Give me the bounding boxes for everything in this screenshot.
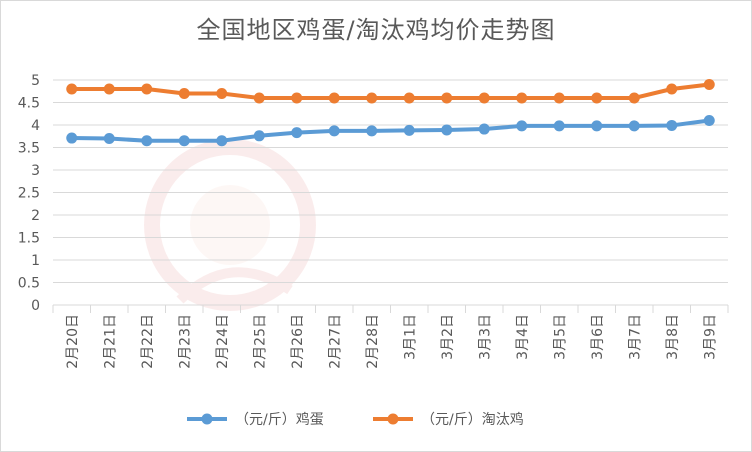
data-point-series-1 — [403, 92, 415, 104]
x-tick-label: 2月27日 — [327, 314, 343, 369]
data-point-series-1 — [216, 88, 228, 99]
legend-label-0: （元/斤）鸡蛋 — [235, 411, 324, 428]
x-tick-label: 3月7日 — [627, 314, 643, 360]
data-point-series-0 — [141, 135, 153, 147]
chart-title: 全国地区鸡蛋/淘汰鸡均价走势图 — [196, 16, 556, 44]
data-point-series-0 — [553, 120, 565, 132]
data-point-series-0 — [703, 115, 715, 126]
data-point-series-0 — [253, 130, 265, 142]
y-tick-label: 0 — [31, 298, 40, 314]
data-point-series-1 — [478, 92, 490, 104]
x-tick-label: 2月23日 — [177, 314, 193, 369]
data-point-series-0 — [666, 119, 678, 131]
x-tick-label: 3月3日 — [477, 314, 493, 360]
data-point-series-1 — [253, 92, 265, 104]
series-group — [66, 79, 715, 147]
y-tick-label: 4.5 — [18, 96, 40, 112]
data-point-series-0 — [478, 123, 490, 135]
legend-marker-0 — [201, 413, 213, 425]
y-tick-label: 1.5 — [18, 231, 40, 247]
x-tick-label: 2月20日 — [65, 314, 81, 369]
legend-marker-1 — [387, 413, 399, 425]
y-tick-label: 2 — [31, 208, 40, 224]
x-tick-label: 3月4日 — [515, 314, 531, 360]
data-point-series-1 — [666, 83, 678, 95]
data-point-series-1 — [703, 79, 715, 90]
y-tick-label: 3 — [31, 163, 40, 179]
data-point-series-0 — [291, 127, 303, 139]
legend-label-1: （元/斤）淘汰鸡 — [421, 411, 524, 428]
data-point-series-0 — [628, 120, 640, 132]
x-tick-label: 2月26日 — [290, 314, 306, 369]
legend: （元/斤）鸡蛋 （元/斤）淘汰鸡 — [187, 411, 524, 428]
y-tick-label: 3.5 — [18, 141, 40, 157]
data-point-series-1 — [516, 92, 528, 104]
data-point-series-1 — [328, 92, 340, 104]
x-tick-label: 2月22日 — [140, 314, 156, 369]
x-tick-label: 3月8日 — [665, 314, 681, 360]
x-tick-label: 2月24日 — [215, 314, 231, 369]
data-point-series-0 — [178, 135, 190, 147]
x-tick-label: 3月2日 — [440, 314, 456, 360]
data-point-series-0 — [591, 120, 603, 132]
data-point-series-1 — [628, 92, 640, 104]
data-point-series-0 — [403, 124, 415, 136]
data-point-series-0 — [66, 132, 78, 144]
x-tick-label: 3月9日 — [702, 314, 718, 360]
y-tick-label: 5 — [31, 73, 40, 89]
x-tick-label: 2月25日 — [252, 314, 268, 369]
data-point-series-0 — [328, 125, 340, 137]
x-tick-label: 3月1日 — [402, 314, 418, 360]
data-point-series-0 — [216, 135, 228, 147]
data-point-series-0 — [441, 124, 453, 136]
data-point-series-1 — [291, 92, 303, 104]
data-point-series-1 — [553, 92, 565, 104]
data-point-series-1 — [178, 88, 190, 99]
data-point-series-1 — [366, 92, 378, 104]
x-tick-label: 2月28日 — [365, 314, 381, 369]
data-point-series-1 — [141, 83, 153, 95]
data-point-series-1 — [591, 92, 603, 104]
x-axis-ticks: 2月20日 2月21日 2月22日 2月23日 2月24日 2月25日 2月26日 2月27日… — [52, 305, 729, 369]
data-point-series-1 — [103, 83, 115, 95]
data-point-series-0 — [366, 125, 378, 137]
gridlines — [53, 79, 728, 306]
y-tick-label: 0.5 — [18, 276, 40, 292]
y-tick-label: 1 — [31, 253, 40, 269]
y-tick-label: 2.5 — [18, 186, 40, 202]
series-line-0 — [69, 118, 712, 143]
x-tick-label: 3月5日 — [552, 314, 568, 360]
data-point-series-1 — [66, 83, 78, 95]
y-tick-label: 4 — [31, 118, 40, 134]
series-line-1 — [69, 82, 712, 100]
x-tick-label: 3月6日 — [590, 314, 606, 360]
data-point-series-1 — [441, 92, 453, 104]
data-point-series-0 — [516, 120, 528, 132]
y-axis-ticks: 0 0.5 1 1.5 2 2.5 3 3.5 4 4.5 5 — [18, 73, 40, 314]
data-point-series-0 — [103, 133, 115, 144]
x-tick-label: 2月21日 — [102, 314, 118, 369]
